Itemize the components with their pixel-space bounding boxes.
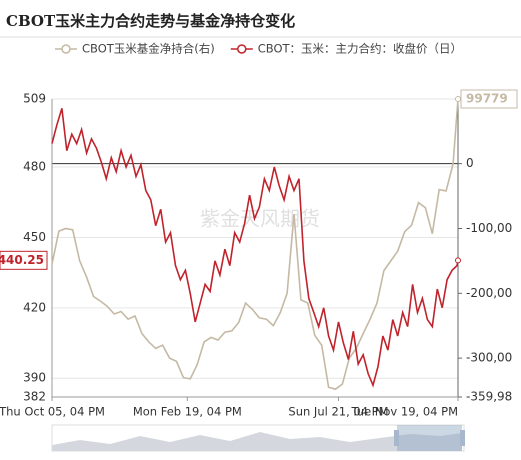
y-tick-label: 450 xyxy=(23,230,46,244)
x-tick-label: Sun Jul 21, 04 PM xyxy=(288,405,388,419)
y-tick-label: 390 xyxy=(23,371,46,385)
series-line xyxy=(51,98,459,391)
y2-tick-label: 0 xyxy=(466,156,474,170)
value-label-box xyxy=(460,89,518,109)
watermark: 紫金天风期货 xyxy=(200,207,320,231)
legend-label: CBOT：玉米：主力合约：收盘价（日） xyxy=(258,42,462,56)
value-label: 440.25 xyxy=(0,253,44,267)
y-tick-label: 420 xyxy=(23,300,46,314)
data-zoom[interactable] xyxy=(51,424,465,452)
zoom-handle[interactable] xyxy=(394,430,399,446)
value-label-box xyxy=(0,250,48,270)
legend-item[interactable]: CBOT玉米基金净持合(右) xyxy=(55,42,215,56)
end-point xyxy=(455,257,461,264)
zoom-handle[interactable] xyxy=(460,430,465,446)
chart-title: CBOT玉米主力合约走势与基金净持仓变化 xyxy=(6,12,295,30)
y2-tick-label: -200,00 xyxy=(466,286,512,300)
y2-tick-label: -100,00 xyxy=(466,221,512,235)
x-tick-label: Mon Feb 19, 04 PM xyxy=(133,405,242,419)
end-point xyxy=(455,96,461,102)
y-tick-label: 509 xyxy=(23,92,46,106)
legend-marker xyxy=(237,44,247,54)
legend-item[interactable]: CBOT：玉米：主力合约：收盘价（日） xyxy=(230,42,462,56)
value-label: 99779 xyxy=(466,92,508,106)
y-tick-label: 480 xyxy=(23,160,46,174)
y-tick-label: 382 xyxy=(23,390,46,404)
x-tick-label: Tue Nov 19, 04 PM xyxy=(351,405,459,419)
legend-label: CBOT玉米基金净持合(右) xyxy=(82,42,215,56)
x-tick-label: Thu Oct 05, 04 PM xyxy=(0,405,105,419)
zoom-window[interactable] xyxy=(397,425,462,451)
series-line xyxy=(51,108,459,388)
y2-tick-label: -300,00 xyxy=(466,351,512,365)
zoom-preview xyxy=(52,432,462,451)
y2-tick-label: -359,98 xyxy=(466,390,512,404)
legend-marker xyxy=(61,44,71,54)
